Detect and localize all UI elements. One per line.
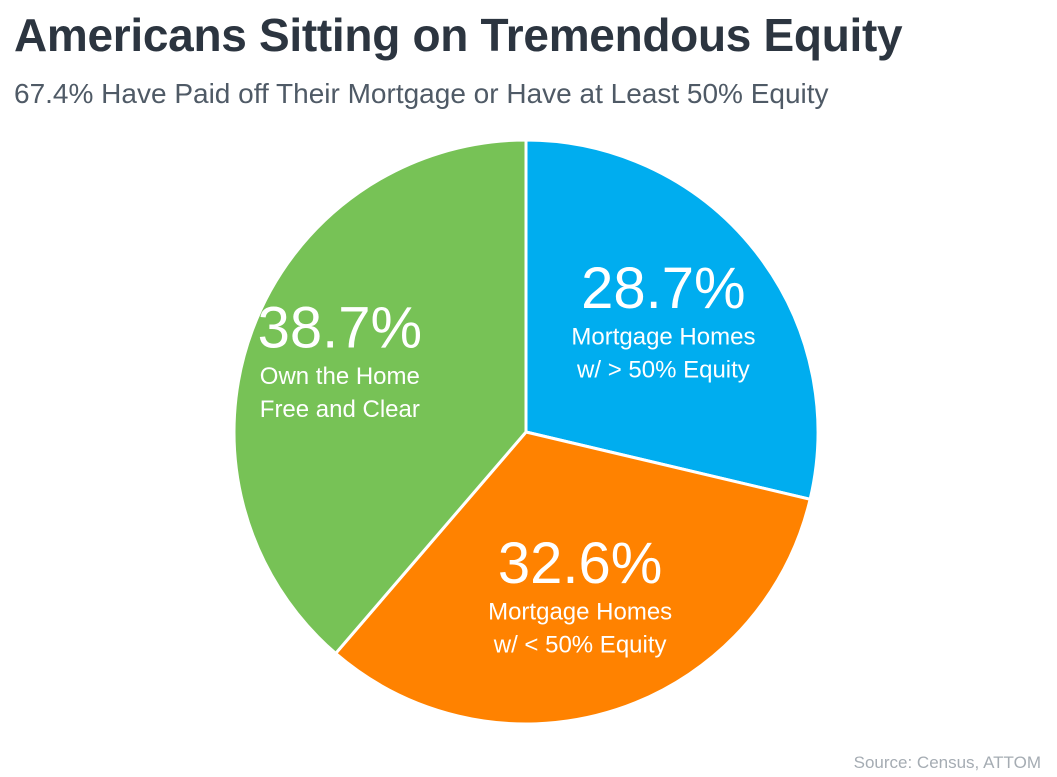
slice-value-label: 28.7% — [581, 256, 745, 321]
slice-category-label: Own the Home — [260, 363, 420, 390]
source-note: Source: Census, ATTOM — [853, 753, 1041, 772]
slice-category-label: Mortgage Homes — [571, 323, 755, 350]
slice-category-label: w/ < 50% Equity — [493, 632, 667, 659]
pie-slice — [524, 138, 820, 502]
chart-title: Americans Sitting on Tremendous Equity — [14, 9, 903, 61]
slice-category-label: w/ > 50% Equity — [576, 356, 750, 383]
slice-category-label: Mortgage Homes — [488, 599, 672, 626]
pie-slice — [232, 138, 528, 656]
chart-subtitle: 67.4% Have Paid off Their Mortgage or Ha… — [14, 78, 829, 109]
pie-slice — [333, 430, 812, 726]
slice-value-label: 38.7% — [258, 296, 422, 361]
slice-value-label: 32.6% — [498, 531, 662, 596]
slice-category-label: Free and Clear — [260, 396, 420, 423]
